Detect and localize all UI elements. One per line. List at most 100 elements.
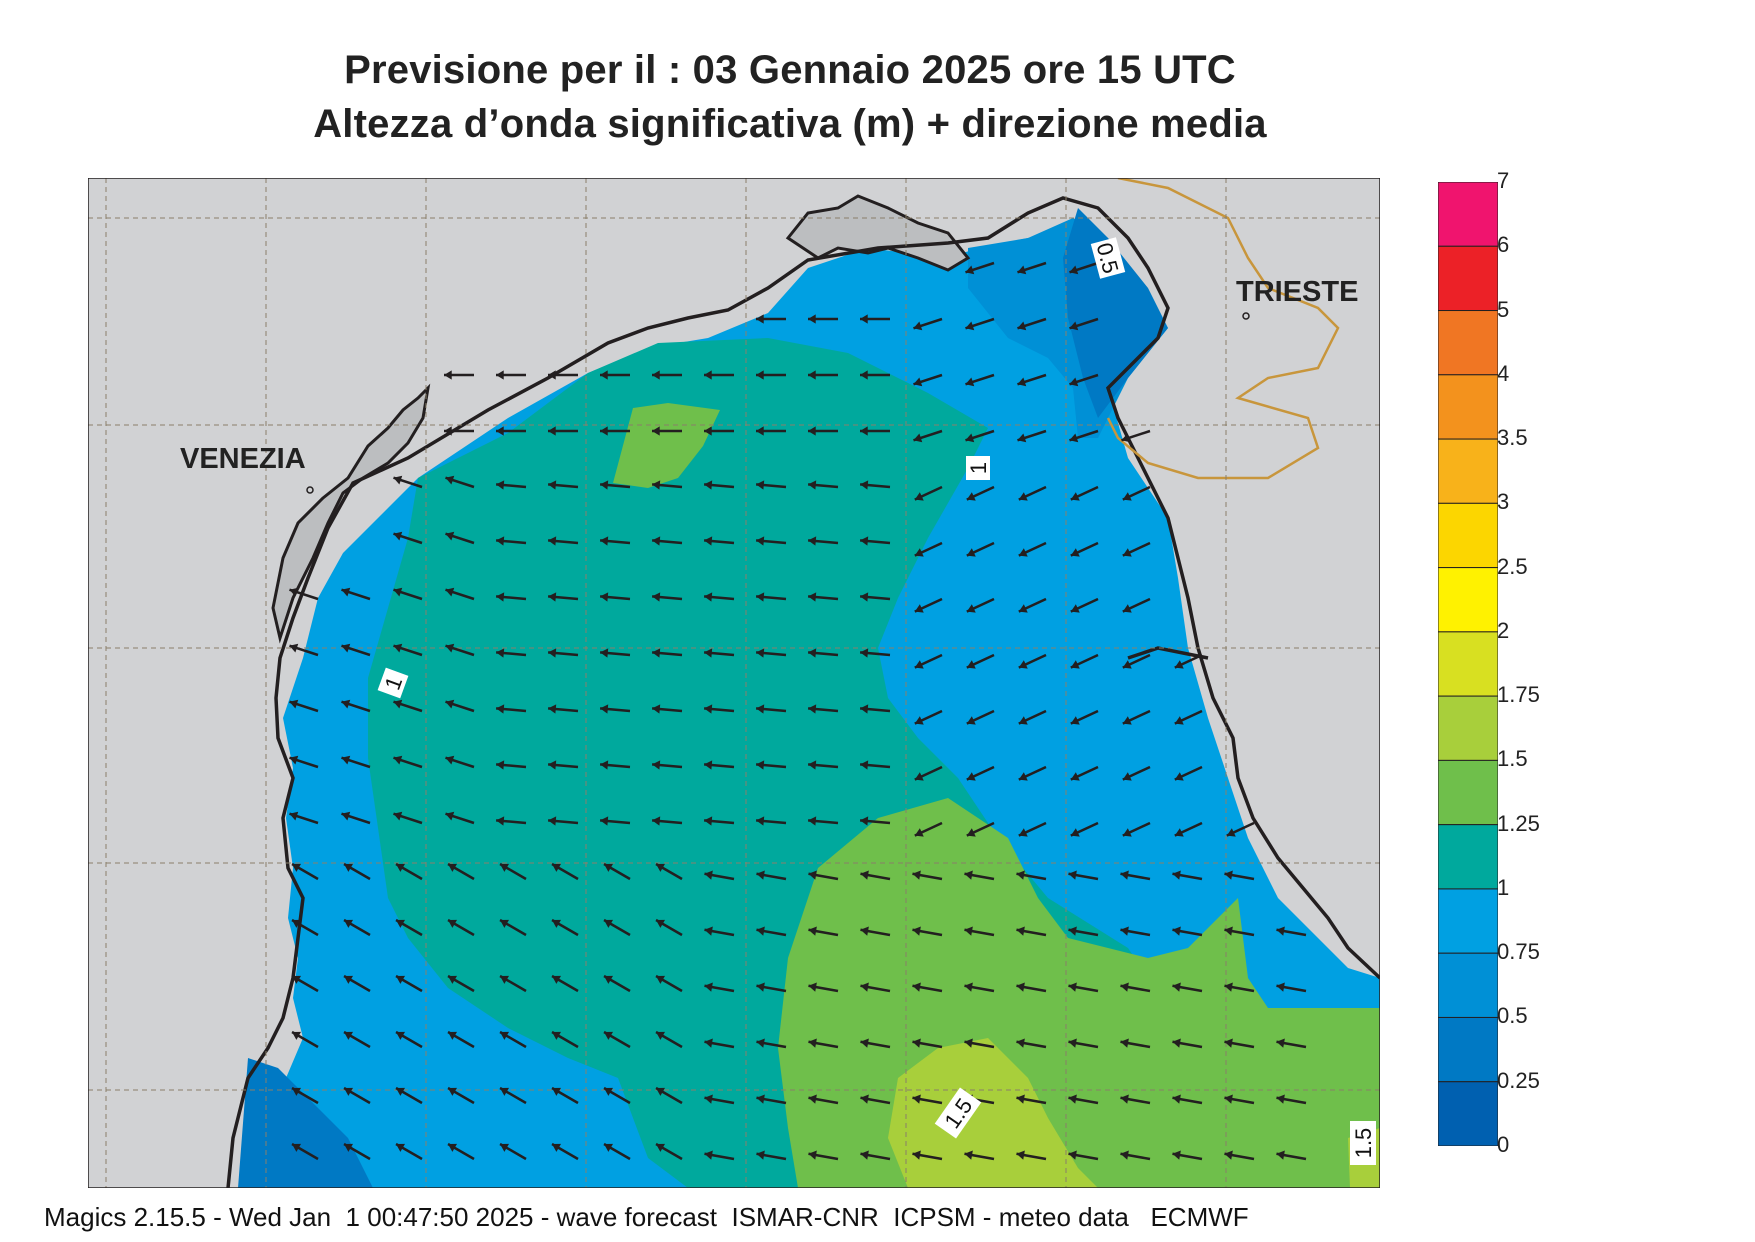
wave-direction-arrowhead [860,926,869,936]
wave-direction-arrowhead [1016,1038,1025,1048]
lagoon-islands-north [785,194,971,272]
city-label-trieste: TRIESTE [1236,276,1358,308]
wave-direction-arrowhead [396,1031,406,1040]
map-title-line-1: Previsione per il : 03 Gennaio 2025 ore … [344,48,1236,92]
wave-direction-arrowhead [292,919,302,928]
wave-direction-arrowhead [860,536,869,546]
wave-direction-arrowhead [445,699,455,709]
wave-direction-arrowhead [1276,982,1285,992]
wave-direction-arrowhead [496,704,505,714]
legend-label: 0.5 [1497,1003,1528,1029]
legend-color-box [1438,310,1498,376]
wave-direction-arrowhead [500,1031,510,1040]
wave-direction-arrowhead [1070,548,1080,557]
wave-direction-arrowhead [393,531,403,541]
wave-direction-arrowhead [860,704,869,714]
wave-direction-arrowhead [652,704,661,714]
gulf-trieste-lowest-waves [1063,208,1168,418]
wave-direction-arrowhead [860,816,869,826]
legend-label: 6 [1497,232,1510,258]
wave-direction-arrowhead [500,919,510,928]
wave-direction-arrowhead [756,870,765,880]
wave-direction-arrowhead [704,760,713,770]
wave-direction-arrowhead [289,811,299,821]
wave-direction-arrowhead [704,982,713,992]
legend-label: 5 [1497,296,1510,322]
wave-direction-arrowhead [600,370,608,380]
wave-direction-arrowhead [1070,492,1080,501]
wave-direction-arrowhead [914,828,924,837]
wave-direction-arrowhead [704,816,713,826]
wave-direction-arrowhead [914,716,924,725]
wave-direction-arrowhead [704,926,713,936]
wave-direction-arrowhead [393,755,403,765]
legend-label: 3 [1497,489,1510,515]
wave-direction-arrowhead [552,1143,562,1152]
wave-direction-arrowhead [445,475,455,485]
wave-direction-arrowhead [1122,716,1132,725]
wave-direction-arrowhead [1174,828,1184,837]
wave-direction-arrowhead [966,604,976,613]
wave-direction-arrowhead [965,265,975,275]
wave-direction-arrowhead [341,587,351,597]
wave-direction-arrowhead [396,975,406,984]
wave-direction-arrowhead [289,587,299,597]
wave-direction-arrowhead [913,433,923,443]
wave-direction-arrowhead [1174,772,1184,781]
wave-direction-arrowhead [860,1094,869,1104]
wave-direction-arrowhead [1224,870,1233,880]
wave-direction-arrowhead [808,926,817,936]
wave-direction-arrowhead [1069,321,1079,331]
wave-direction-arrowhead [289,699,299,709]
wave-direction-arrowhead [808,592,817,602]
wave-direction-arrowhead [496,370,504,380]
wave-direction-arrowhead [704,1038,713,1048]
wave-direction-arrowhead [860,592,869,602]
wave-direction-arrowhead [1070,772,1080,781]
wave-direction-arrowhead [344,1143,354,1152]
wave-direction-arrowhead [914,604,924,613]
wave-direction-arrowhead [341,811,351,821]
wave-direction-arrowhead [548,480,557,490]
wave-direction-arrowhead [496,426,504,436]
wave-direction-arrowhead [756,704,765,714]
legend-color-box [1438,567,1498,633]
wave-direction-arrowhead [448,1143,458,1152]
wave-direction-arrowhead [964,1038,973,1048]
wave-direction-arrowhead [966,492,976,501]
wave-band-1.25-1.5-north [613,403,720,488]
wave-direction-arrowhead [496,592,505,602]
wave-direction-arrowhead [808,1038,817,1048]
wave-direction-arrowhead [1122,492,1132,501]
wave-direction-arrowhead [1120,926,1129,936]
wave-direction-arrowhead [1068,1150,1077,1160]
lat-lon-grid [88,178,1380,1188]
wave-direction-arrowhead [1224,1094,1233,1104]
wave-direction-arrowhead [656,1143,666,1152]
wave-direction-arrowhead [966,772,976,781]
wave-direction-arrowhead [860,480,869,490]
legend-label: 1 [1497,874,1510,900]
wave-direction-arrowhead [344,863,354,872]
wave-direction-arrowhead [292,1031,302,1040]
legend-color-box [1438,759,1498,826]
wave-direction-arrowhead [1069,265,1079,275]
wave-direction-arrowhead [1172,926,1181,936]
wave-direction-arrowhead [344,1031,354,1040]
wave-direction-arrowhead [1172,1094,1181,1104]
wave-direction-arrowhead [500,1143,510,1152]
wave-direction-arrowhead [1016,982,1025,992]
legend-label: 3.5 [1497,425,1528,451]
wave-direction-arrowhead [860,1150,869,1160]
wave-direction-arrowhead [966,828,976,837]
wave-direction-arrowhead [1276,1094,1285,1104]
contour-label-1.5-east: 1.5 [1350,1121,1376,1165]
wave-direction-arrowhead [604,919,614,928]
wave-direction-arrowhead [912,926,921,936]
wave-direction-arrowhead [1018,604,1028,613]
wave-direction-arrowhead [548,592,557,602]
wave-direction-arrowhead [964,1150,973,1160]
legend-label: 4 [1497,360,1510,386]
wave-direction-arrowhead [341,755,351,765]
wave-direction-arrowhead [1068,870,1077,880]
